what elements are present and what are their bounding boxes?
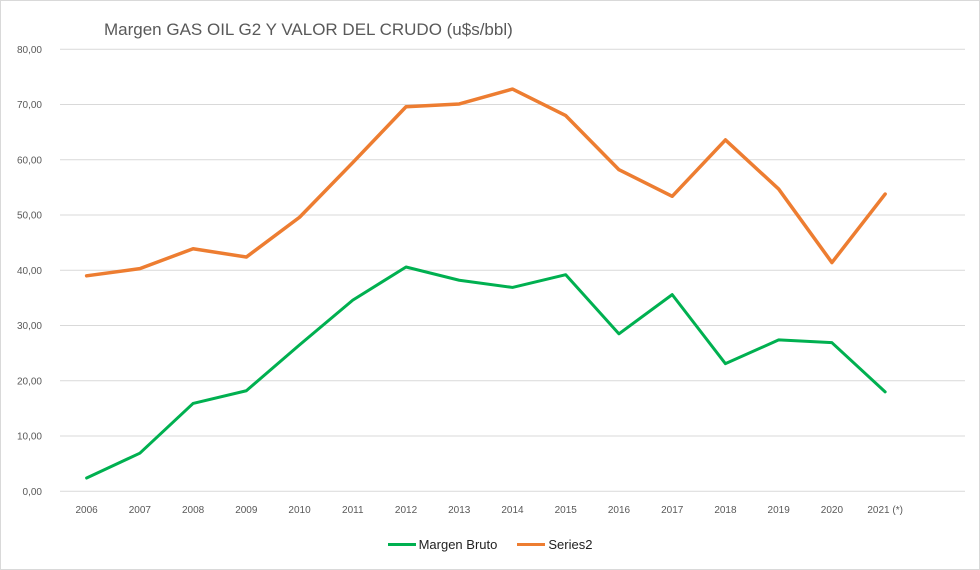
y-tick-label: 70,00	[17, 100, 42, 111]
legend-label: Margen Bruto	[418, 537, 498, 552]
y-tick-label: 20,00	[17, 376, 42, 387]
x-tick-label: 2014	[501, 505, 524, 516]
x-tick-label: 2015	[555, 505, 578, 516]
x-tick-label: 2009	[235, 505, 258, 516]
y-tick-label: 10,00	[17, 432, 42, 443]
legend-swatch	[387, 543, 416, 546]
y-tick-label: 50,00	[17, 211, 42, 222]
x-tick-label: 2013	[448, 505, 471, 516]
series-line-series2	[84, 87, 887, 278]
x-tick-label: 2018	[714, 505, 737, 516]
x-tick-label: 2019	[768, 505, 791, 516]
legend-label: Series2	[548, 537, 593, 552]
y-tick-label: 0,00	[23, 487, 43, 498]
legend-swatch	[517, 543, 546, 546]
y-tick-label: 40,00	[17, 266, 42, 277]
x-tick-label: 2012	[395, 505, 418, 516]
chart-title: Margen GAS OIL G2 Y VALOR DEL CRUDO (u$s…	[104, 20, 513, 39]
y-tick-label: 30,00	[17, 321, 42, 332]
y-tick-label: 80,00	[17, 45, 42, 56]
legend-item-series2: Series2	[517, 537, 592, 552]
x-tick-label: 2020	[821, 505, 844, 516]
x-tick-label: 2017	[661, 505, 684, 516]
x-tick-label: 2021 (*)	[867, 505, 903, 516]
series-line-margen-bruto	[85, 265, 887, 480]
legend-item-margen-bruto: Margen Bruto	[387, 537, 498, 552]
x-tick-label: 2007	[129, 505, 152, 516]
legend: Margen Bruto Series2	[0, 537, 980, 552]
y-tick-label: 60,00	[17, 155, 42, 166]
x-tick-label: 2008	[182, 505, 205, 516]
x-tick-label: 2016	[608, 505, 631, 516]
x-tick-label: 2006	[75, 505, 98, 516]
x-tick-label: 2011	[342, 505, 364, 516]
x-tick-label: 2010	[288, 505, 311, 516]
